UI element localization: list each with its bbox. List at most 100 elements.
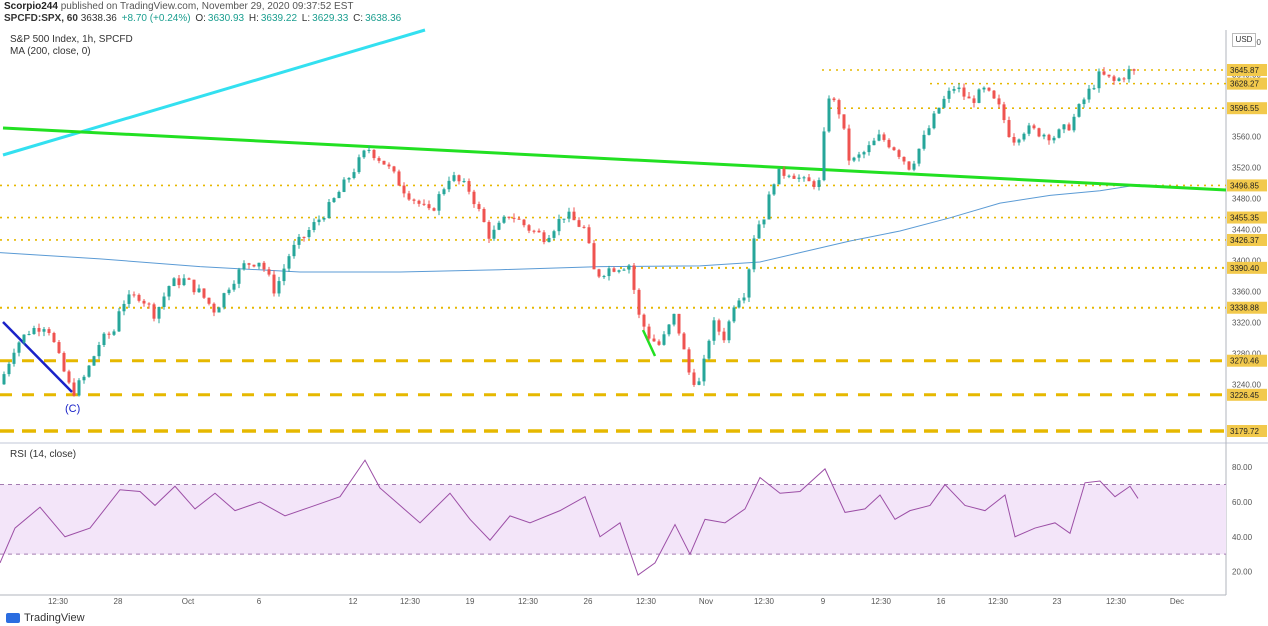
cyan-trendline: [2, 28, 426, 157]
level-label: 3390.40: [1230, 264, 1259, 273]
candle-body: [1117, 78, 1121, 81]
level-label: 3455.35: [1230, 214, 1259, 223]
candle-body: [987, 87, 991, 91]
candle-body: [597, 269, 601, 277]
time-tick-label: 12:30: [1106, 597, 1127, 606]
candle-body: [7, 363, 11, 375]
candle-body: [52, 333, 56, 343]
candle-body: [937, 107, 941, 114]
candle-body: [1092, 88, 1096, 90]
candle-body: [152, 304, 156, 319]
candle-body: [442, 189, 446, 195]
candle-body: [452, 175, 456, 181]
footer: TradingView: [0, 610, 300, 626]
candle-body: [292, 244, 296, 257]
candle-body: [497, 222, 501, 230]
candle-body: [882, 134, 886, 140]
candle-body: [842, 114, 846, 129]
candle-body: [362, 150, 366, 158]
candle-body: [372, 149, 376, 159]
candle-body: [627, 265, 631, 270]
candle-body: [402, 185, 406, 194]
author-name[interactable]: Scorpio244: [4, 1, 58, 12]
candle-body: [12, 352, 16, 364]
candle-body: [467, 181, 471, 192]
candle-body: [1032, 125, 1036, 129]
candle-body: [1047, 134, 1051, 141]
candle-body: [367, 149, 371, 151]
candle-body: [217, 307, 221, 313]
rsi-tick-label: 60.00: [1232, 498, 1253, 507]
candle-body: [212, 303, 216, 313]
candle-body: [947, 90, 951, 99]
candle-body: [792, 175, 796, 179]
candle-body: [557, 219, 561, 232]
candle-body: [502, 216, 506, 223]
candle-body: [437, 194, 441, 211]
candle-body: [837, 100, 841, 115]
rsi-line: [0, 459, 1139, 576]
candle-body: [102, 333, 106, 345]
candle-body: [762, 219, 766, 225]
candle-body: [192, 279, 196, 293]
candle-body: [147, 303, 151, 305]
candle-body: [727, 321, 731, 341]
candle-body: [22, 334, 26, 343]
symbol[interactable]: SPCFD:SPX, 60: [4, 13, 78, 24]
candle-body: [537, 230, 541, 233]
currency-badge[interactable]: USD: [1232, 33, 1256, 47]
candle-body: [582, 226, 586, 228]
candle-body: [902, 156, 906, 162]
candle-body: [517, 218, 521, 220]
last-price: 3638.36: [80, 13, 117, 24]
candle-body: [522, 219, 526, 226]
candle-body: [577, 220, 581, 227]
time-tick-label: Nov: [699, 597, 713, 606]
candle-body: [972, 98, 976, 103]
candle-body: [1042, 134, 1046, 137]
level-label: 3270.46: [1230, 357, 1259, 366]
candle-body: [567, 211, 571, 219]
chart-canvas[interactable]: 3240.00 3280.00 3320.00 3360.00 3400.00 3440.…: [0, 0, 1268, 610]
chart-header: Scorpio244 published on TradingView.com,…: [0, 0, 1268, 26]
candle-body: [207, 297, 211, 304]
candle-body: [1077, 104, 1081, 117]
candle-body: [282, 268, 286, 282]
candle-body: [967, 96, 971, 99]
candle-body: [657, 341, 661, 345]
candle-body: [907, 161, 911, 170]
candle-body: [42, 329, 46, 332]
candle-body: [392, 166, 396, 172]
candle-body: [407, 193, 411, 200]
level-label: 3179.72: [1230, 427, 1259, 436]
level-badge: [1227, 425, 1267, 437]
candle-body: [1082, 99, 1086, 105]
candle-body: [507, 216, 511, 218]
rsi-tick-label: 20.00: [1232, 568, 1253, 577]
candle-body: [417, 200, 421, 204]
level-badge: [1227, 301, 1267, 314]
candle-body: [252, 264, 256, 267]
candle-body: [922, 134, 926, 149]
time-tick-label: 12:30: [988, 597, 1009, 606]
o-label: O:: [195, 13, 206, 24]
candle-body: [622, 269, 626, 271]
candle-body: [427, 204, 431, 209]
candle-body: [1022, 133, 1026, 140]
rsi-legend[interactable]: RSI (14, close): [10, 449, 77, 460]
candle-body: [92, 356, 96, 366]
candle-body: [227, 289, 231, 294]
candle-body: [312, 222, 316, 230]
candle-body: [752, 238, 756, 270]
candle-body: [412, 199, 416, 201]
candle-body: [302, 236, 306, 238]
candle-body: [927, 128, 931, 135]
candle-body: [67, 371, 71, 383]
candle-body: [877, 134, 881, 141]
tradingview-logo[interactable]: TradingView: [6, 612, 85, 624]
candle-body: [117, 311, 121, 332]
open-value: 3630.93: [207, 13, 245, 24]
ma-legend[interactable]: MA (200, close, 0): [10, 46, 91, 57]
time-tick-label: 12:30: [871, 597, 892, 606]
candle-body: [532, 230, 536, 232]
